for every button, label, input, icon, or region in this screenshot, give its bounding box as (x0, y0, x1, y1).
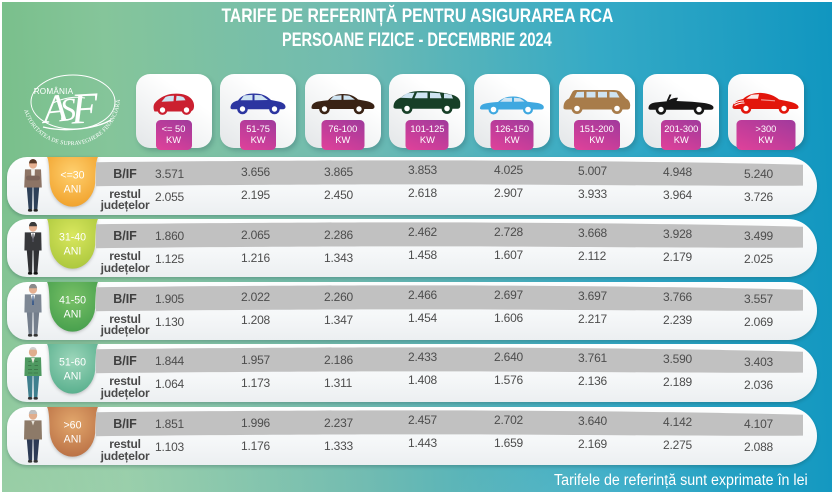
svg-text:ROMÂNIA: ROMÂNIA (34, 86, 74, 96)
svg-text:>60: >60 (64, 420, 82, 432)
svg-text:S: S (59, 90, 77, 127)
svg-text:F: F (69, 83, 101, 133)
svg-text:51-60: 51-60 (59, 357, 86, 369)
svg-text:ANI: ANI (64, 371, 82, 383)
svg-text:41-50: 41-50 (59, 294, 86, 306)
svg-text:ANI: ANI (64, 434, 82, 446)
svg-text:<=30: <=30 (60, 169, 84, 181)
svg-text:31-40: 31-40 (59, 232, 86, 244)
svg-text:ANI: ANI (64, 308, 82, 320)
svg-text:ANI: ANI (64, 183, 82, 195)
svg-text:ANI: ANI (64, 246, 82, 258)
